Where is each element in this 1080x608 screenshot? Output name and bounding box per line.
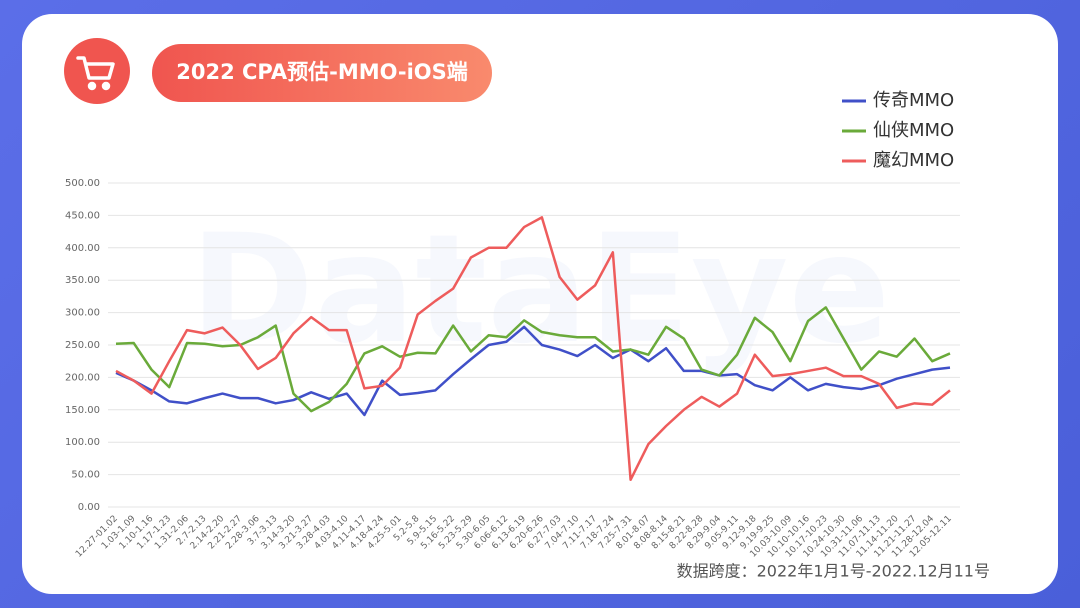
y-tick-label: 150.00	[65, 405, 100, 416]
legend-label: 仙侠MMO	[873, 120, 954, 141]
y-tick-label: 500.00	[65, 178, 100, 189]
y-tick-label: 200.00	[65, 372, 100, 383]
legend-label: 魔幻MMO	[873, 150, 954, 171]
y-tick-label: 0.00	[78, 502, 100, 513]
cart-icon	[76, 56, 115, 91]
icon-circle	[64, 38, 130, 104]
y-tick-label: 450.00	[65, 210, 100, 221]
y-tick-label: 300.00	[65, 308, 100, 319]
legend-label: 传奇MMO	[873, 90, 954, 111]
watermark: DataEye	[190, 203, 891, 377]
y-tick-label: 50.00	[71, 470, 100, 481]
series-line	[115, 306, 951, 413]
y-tick-label: 100.00	[65, 437, 100, 448]
title-pill	[152, 44, 492, 102]
series-line	[115, 216, 951, 482]
y-tick-label: 250.00	[65, 340, 100, 351]
y-tick-label: 400.00	[65, 243, 100, 254]
y-tick-label: 350.00	[65, 275, 100, 286]
footnote: 数据跨度：2022年1月1号-2022.12月11号	[677, 562, 990, 581]
chart-title: 2022 CPA预估-MMO-iOS端	[176, 60, 468, 84]
card	[22, 14, 1058, 594]
series-line	[115, 325, 951, 417]
